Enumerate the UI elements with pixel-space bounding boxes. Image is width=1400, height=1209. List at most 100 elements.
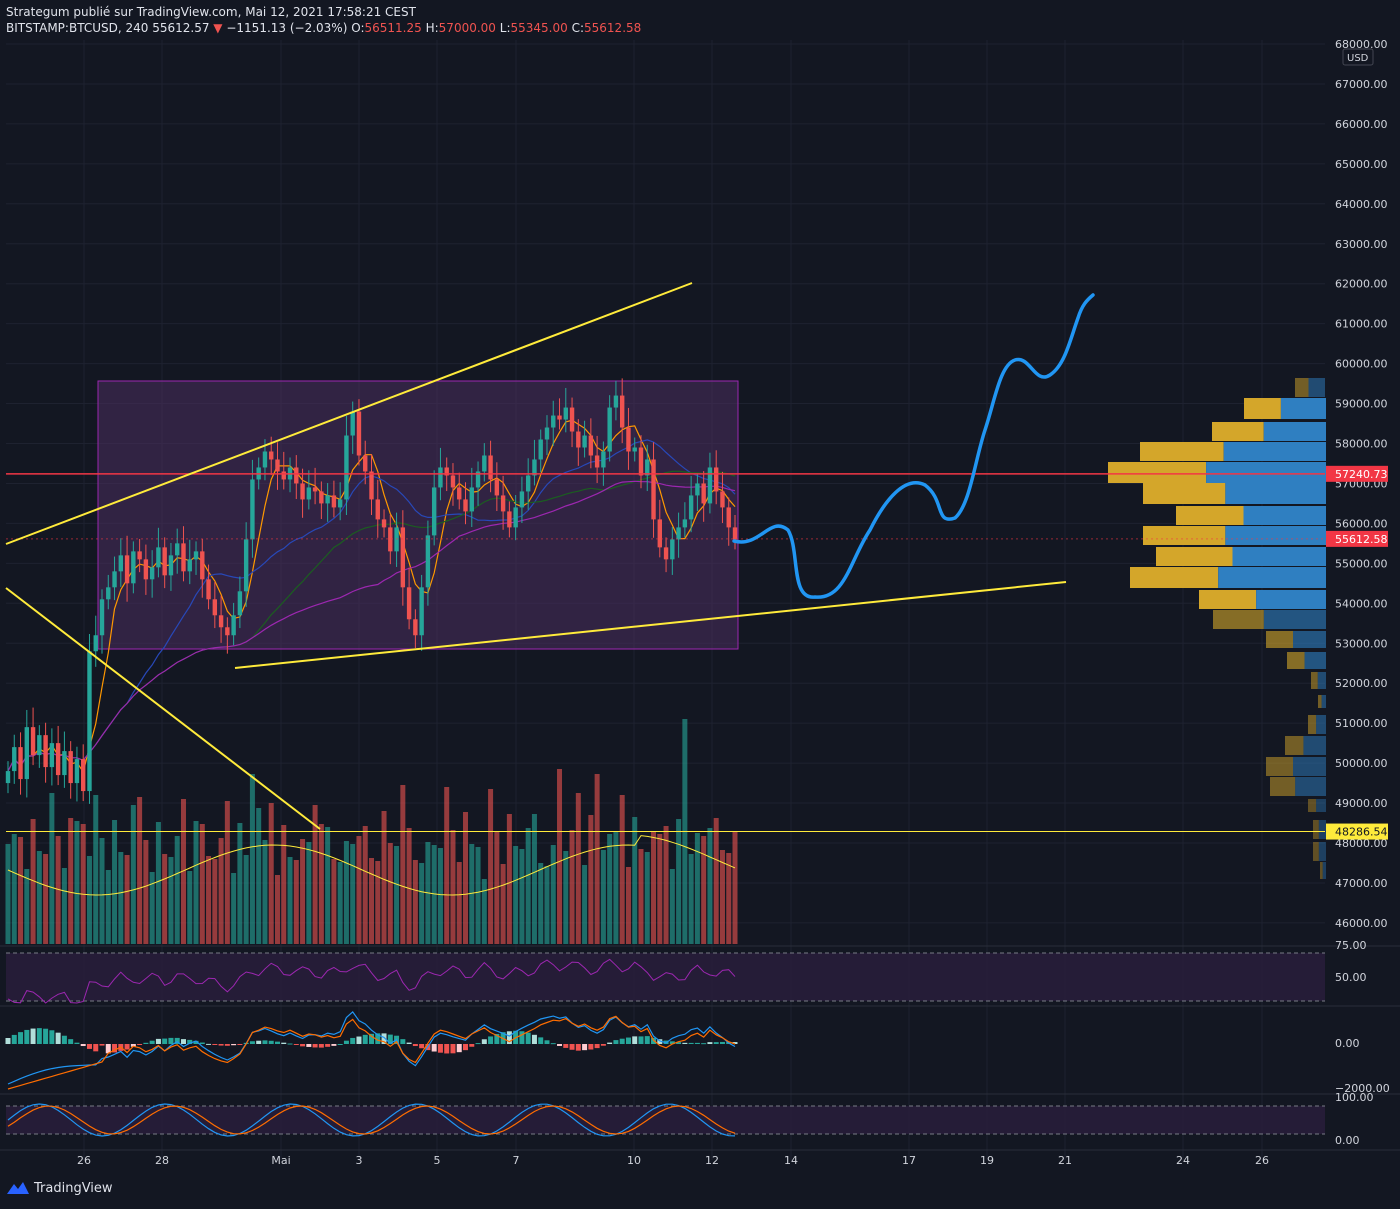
candle-body <box>275 459 280 472</box>
volume-bar <box>419 863 425 944</box>
low-value: 55345.00 <box>510 21 568 35</box>
macd-histogram-bar <box>24 1029 30 1044</box>
candle-body <box>124 555 130 584</box>
macd-histogram-bar <box>11 1034 17 1044</box>
down-arrow-icon: ▼ <box>213 21 223 35</box>
volume-ma-line <box>7 835 736 896</box>
volume-bar <box>657 834 663 944</box>
candle-body <box>688 495 694 520</box>
volume-profile-up <box>1140 442 1224 461</box>
volume-bar <box>187 871 193 944</box>
candle-body <box>569 407 575 432</box>
volume-bar <box>343 841 349 944</box>
candle-body <box>375 499 380 520</box>
volume-bars <box>5 719 738 944</box>
macd-histogram-bar <box>356 1036 362 1044</box>
volume-bar <box>688 854 694 944</box>
volume-bar <box>174 836 180 944</box>
volume-bar <box>525 828 531 944</box>
volume-bar <box>500 864 506 944</box>
volume-bar <box>362 826 368 944</box>
macd-histogram-bar <box>362 1034 368 1044</box>
price-tick-label: 51000.00 <box>1335 717 1388 730</box>
macd-histogram-bar <box>174 1037 180 1044</box>
volume-bar <box>112 820 118 944</box>
volume-profile-down <box>1303 736 1326 755</box>
volume-bar <box>607 834 613 944</box>
volume-bar <box>701 836 707 944</box>
volume-bar <box>312 805 318 944</box>
candle-body <box>557 415 562 420</box>
volume-bar <box>124 855 130 944</box>
price-tick-label: 48000.00 <box>1335 837 1388 850</box>
volume-bar <box>726 853 732 944</box>
volume-profile-down <box>1318 820 1326 839</box>
macd-histogram-bar <box>437 1044 443 1053</box>
candle-body <box>695 483 700 496</box>
macd-tick-label: −2000.00 <box>1335 1082 1390 1095</box>
macd-histogram-bar <box>531 1034 537 1044</box>
candle-body <box>488 455 493 480</box>
volume-bar <box>331 859 337 944</box>
macd-histogram-bar <box>312 1044 318 1048</box>
volume-bar <box>137 797 143 944</box>
symbol-label[interactable]: BITSTAMP:BTCUSD, 240 <box>6 21 149 35</box>
candle-body <box>212 599 218 616</box>
time-tick-label: 26 <box>1255 1154 1269 1167</box>
price-label-text: 55612.58 <box>1335 533 1388 546</box>
volume-bar <box>281 825 287 944</box>
price-label-badge <box>1326 530 1388 547</box>
volume-bar <box>506 814 512 944</box>
macd-histogram-bar <box>199 1042 205 1044</box>
candle-body <box>369 471 374 500</box>
candle-body <box>519 491 525 508</box>
candle-body <box>112 571 117 588</box>
volume-bar <box>199 824 205 944</box>
volume-bar <box>268 803 274 944</box>
time-tick-label: 24 <box>1176 1154 1190 1167</box>
macd-histogram-bar <box>74 1042 80 1044</box>
stoch-tick-label: 100.00 <box>1335 1091 1374 1104</box>
volume-bar <box>513 846 519 944</box>
macd-histogram-bar <box>143 1042 149 1044</box>
candle-body <box>413 619 418 636</box>
volume-bar <box>719 850 725 944</box>
macd-histogram-bar <box>732 1042 738 1044</box>
price-label-text: 48286.54 <box>1335 826 1388 839</box>
volume-profile-up <box>1176 506 1244 525</box>
price-tick-label: 65000.00 <box>1335 158 1388 171</box>
volume-profile-down <box>1322 862 1326 879</box>
candle-body <box>494 479 500 496</box>
volume-bar <box>600 850 606 944</box>
candle-body <box>613 395 619 408</box>
volume-bar <box>243 855 249 944</box>
candle-body <box>319 491 324 504</box>
price-axis-bg <box>1326 40 1400 952</box>
candle-body <box>306 487 312 500</box>
candle-body <box>131 551 136 584</box>
volume-bar <box>18 837 24 944</box>
candle-body <box>431 487 437 536</box>
volume-bar <box>569 830 575 944</box>
volume-bar <box>86 856 92 944</box>
macd-histogram-bar <box>632 1036 638 1044</box>
low-label: L: <box>499 21 511 35</box>
time-axis: 26 28 Mai 3 5 7 10 12 14 17 19 21 24 26 <box>0 1149 1400 1167</box>
candle-body <box>344 435 349 500</box>
close-label: C: <box>571 21 585 35</box>
tradingview-logo[interactable]: TradingView <box>6 1180 113 1196</box>
volume-bar <box>651 831 657 944</box>
price-tick-label: 63000.00 <box>1335 238 1388 251</box>
price-tick-label: 58000.00 <box>1335 438 1388 451</box>
volume-bar <box>632 817 638 944</box>
time-tick-label: 5 <box>434 1154 441 1167</box>
volume-bar <box>5 844 11 944</box>
macd-histogram-bar <box>588 1044 594 1050</box>
volume-bar <box>337 862 343 944</box>
macd-histogram-bar <box>494 1033 500 1044</box>
macd-histogram-bar <box>36 1028 42 1044</box>
macd-histogram-bar <box>180 1039 186 1044</box>
time-tick-label: 26 <box>77 1154 91 1167</box>
macd-histogram-bar <box>287 1043 293 1045</box>
